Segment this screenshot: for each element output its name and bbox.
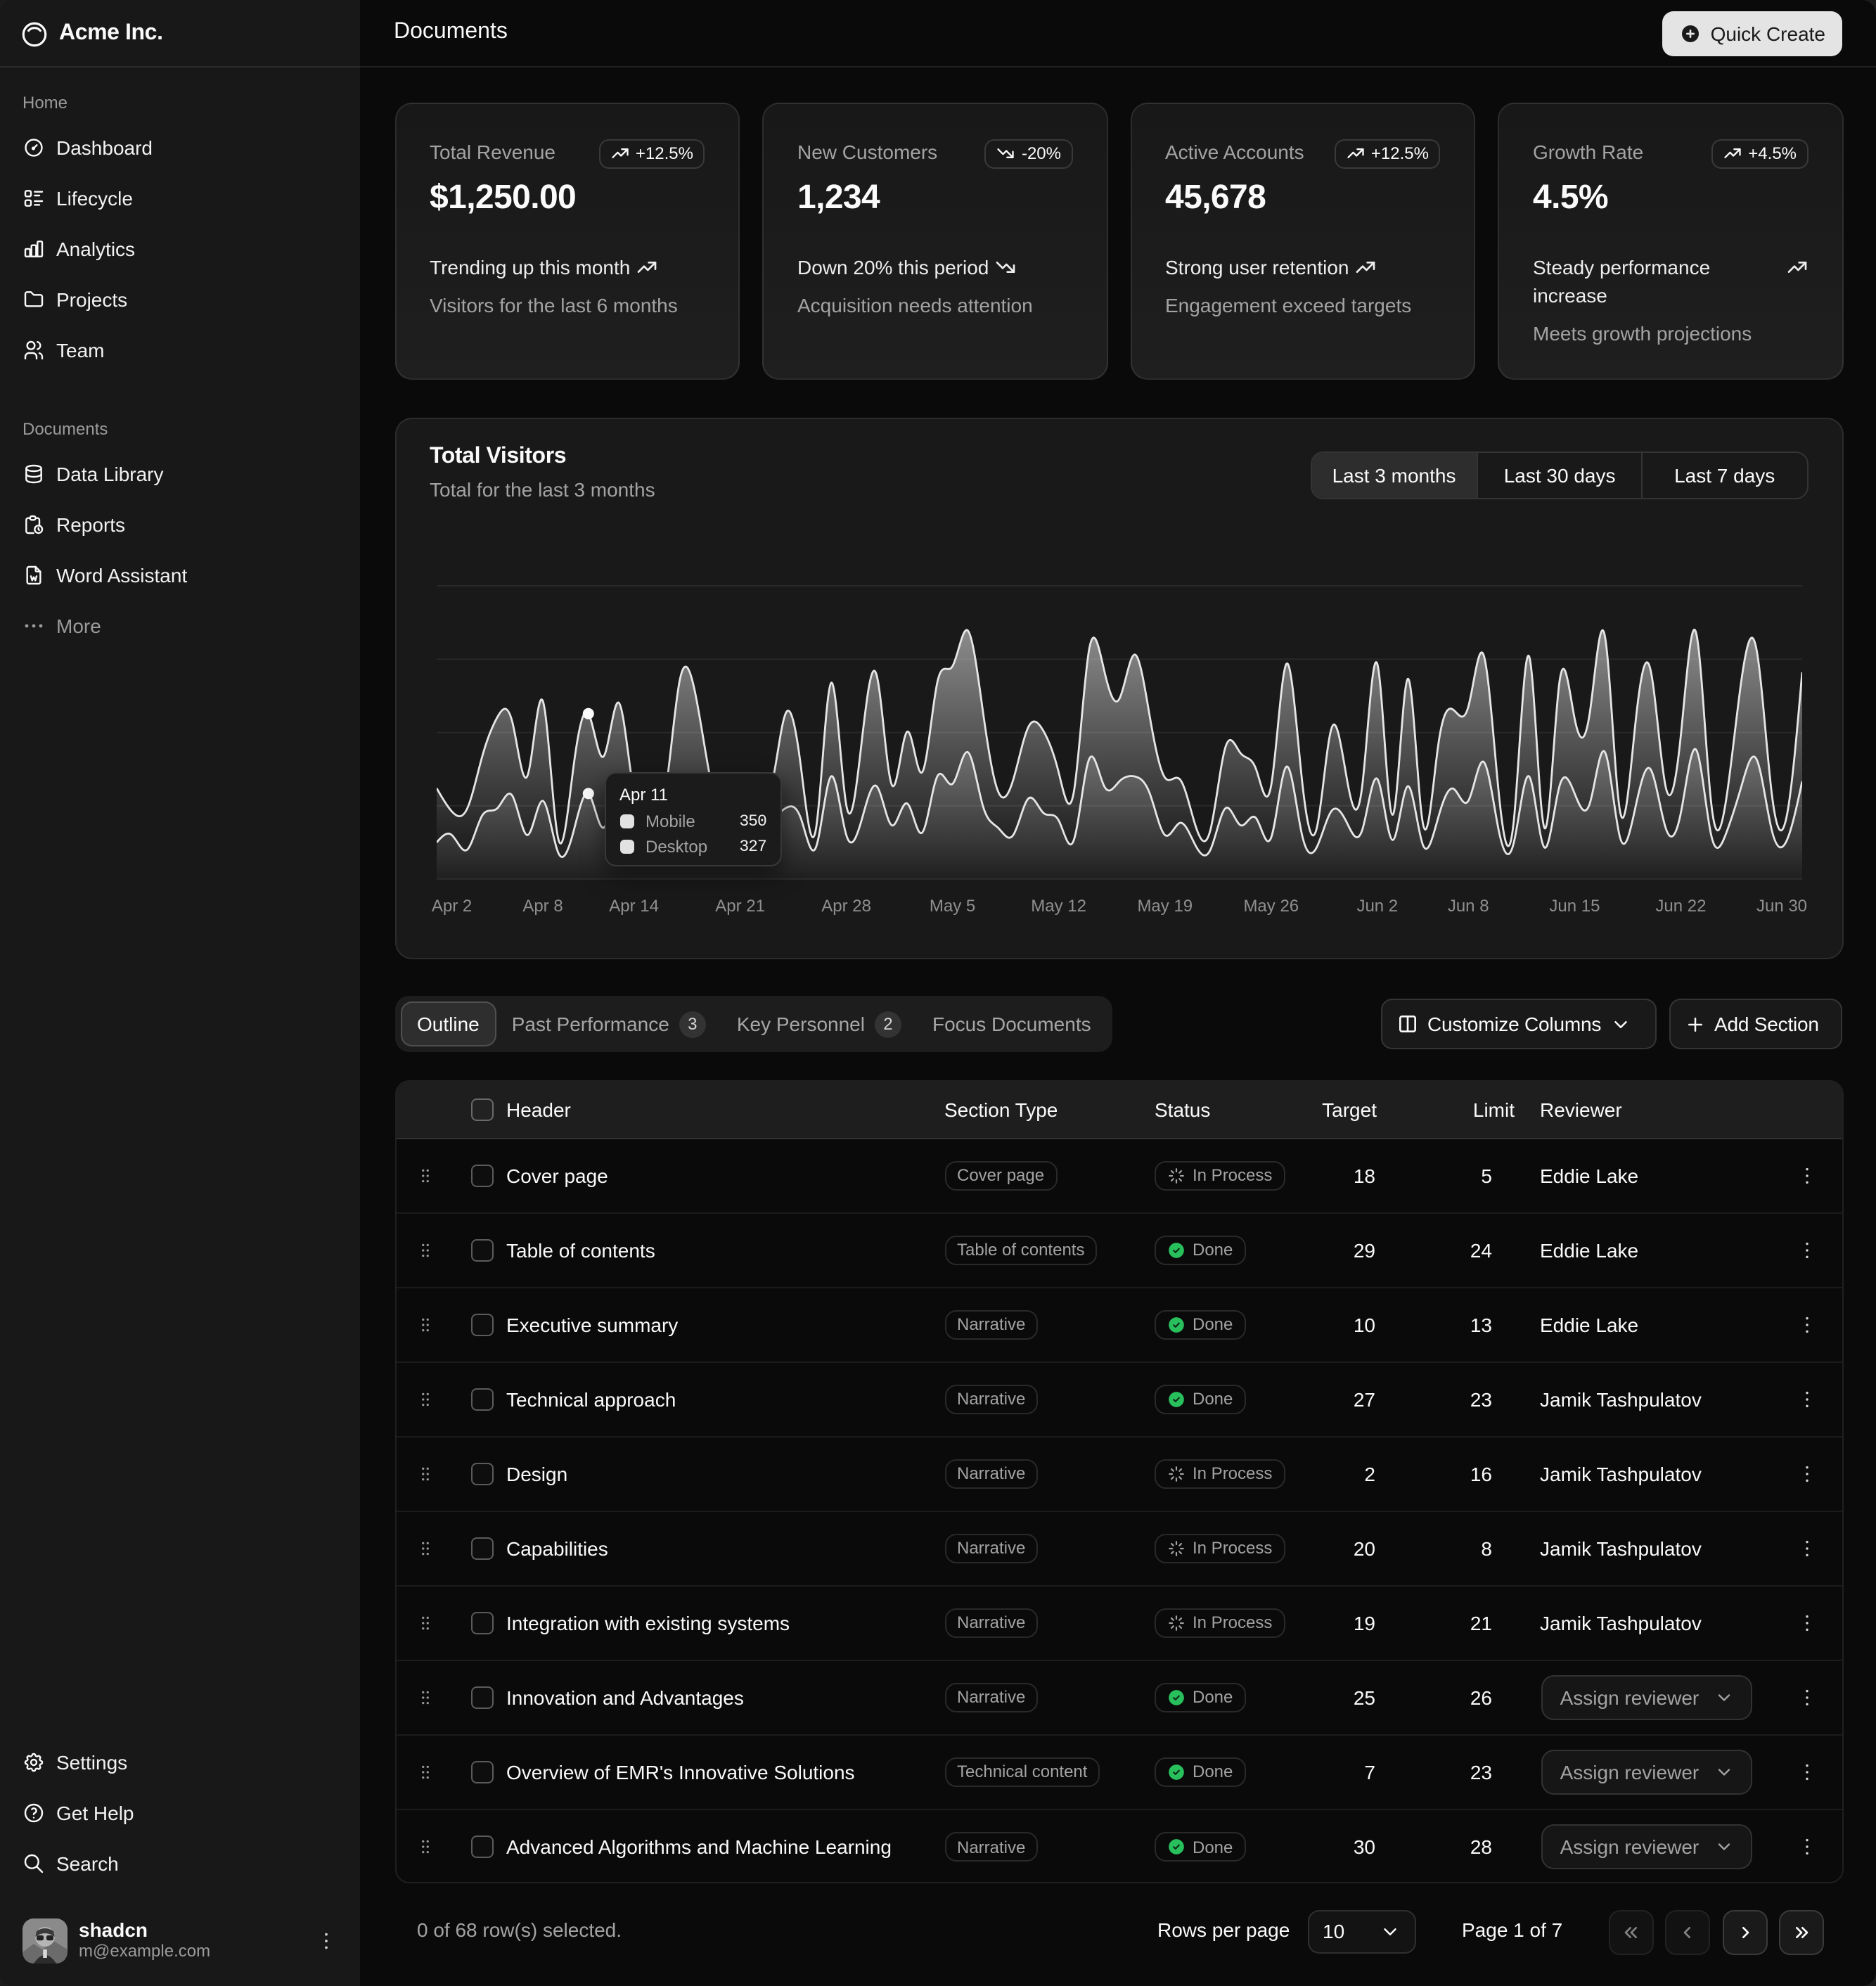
svg-text:May 5: May 5 [929, 897, 975, 916]
svg-text:Jun 8: Jun 8 [1447, 897, 1489, 916]
svg-text:Apr 28: Apr 28 [821, 897, 870, 916]
svg-text:Jun 30: Jun 30 [1756, 897, 1806, 916]
svg-text:Apr 14: Apr 14 [608, 897, 658, 916]
svg-text:Jun 2: Jun 2 [1356, 897, 1397, 916]
svg-text:May 26: May 26 [1242, 897, 1298, 916]
svg-text:Apr 21: Apr 21 [714, 897, 764, 916]
svg-text:May 19: May 19 [1136, 897, 1192, 916]
svg-text:Apr 8: Apr 8 [522, 897, 562, 916]
svg-text:Jun 15: Jun 15 [1548, 897, 1599, 916]
svg-text:Jun 22: Jun 22 [1655, 897, 1705, 916]
svg-text:Apr 2: Apr 2 [431, 897, 471, 916]
svg-text:May 12: May 12 [1030, 897, 1086, 916]
